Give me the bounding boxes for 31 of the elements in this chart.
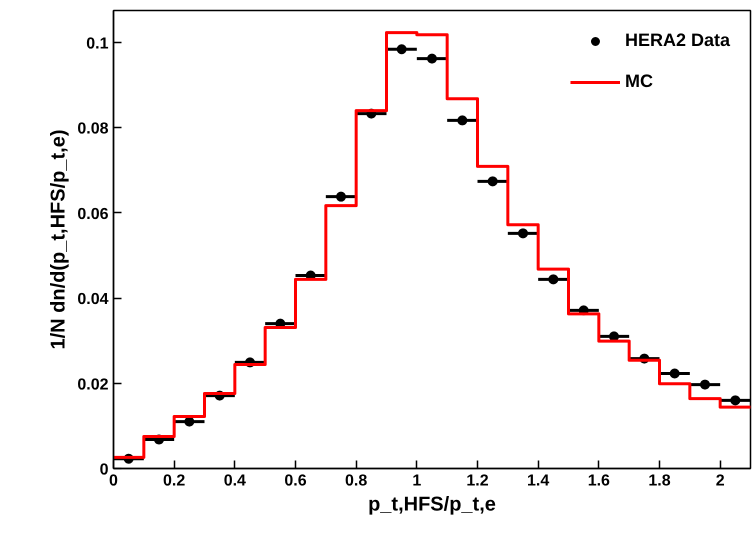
point <box>336 192 346 202</box>
x-tick-label: 1 <box>412 472 422 490</box>
x-tick-label: 0.8 <box>345 472 368 490</box>
point <box>427 54 437 64</box>
x-tick-label: 1.6 <box>588 472 610 490</box>
point <box>548 274 558 284</box>
point <box>457 115 468 126</box>
point <box>730 395 740 406</box>
y-tick-label: 0 <box>100 462 109 478</box>
x-tick-label: 2 <box>716 472 725 490</box>
x-axis-title: p_t,HFS/p_t,e <box>368 494 496 516</box>
legend-label: HERA2 Data <box>624 30 730 51</box>
y-axis-title: 1/N dn/d(p_t,HFS/p_t,e) <box>47 130 70 350</box>
y-tick-label: 0.04 <box>77 291 109 308</box>
legend-label: MC <box>624 71 653 92</box>
x-tick-label: 1.4 <box>527 472 550 490</box>
point <box>488 176 498 186</box>
x-tick-label: 0.6 <box>284 472 307 490</box>
y-tick-label: 0.1 <box>86 35 109 52</box>
y-tick-label: 0.08 <box>77 120 109 138</box>
x-tick-label: 0.2 <box>163 472 186 490</box>
point <box>184 416 194 427</box>
point <box>670 368 680 378</box>
x-tick-label: 0.4 <box>224 472 246 490</box>
x-tick-label: 1.2 <box>466 472 489 490</box>
x-tick-label: 1.8 <box>648 472 671 490</box>
y-tick-label: 0.06 <box>77 206 109 223</box>
point <box>396 44 407 54</box>
point <box>700 380 710 390</box>
point <box>518 228 528 238</box>
y-tick-label: 0.02 <box>77 376 109 394</box>
